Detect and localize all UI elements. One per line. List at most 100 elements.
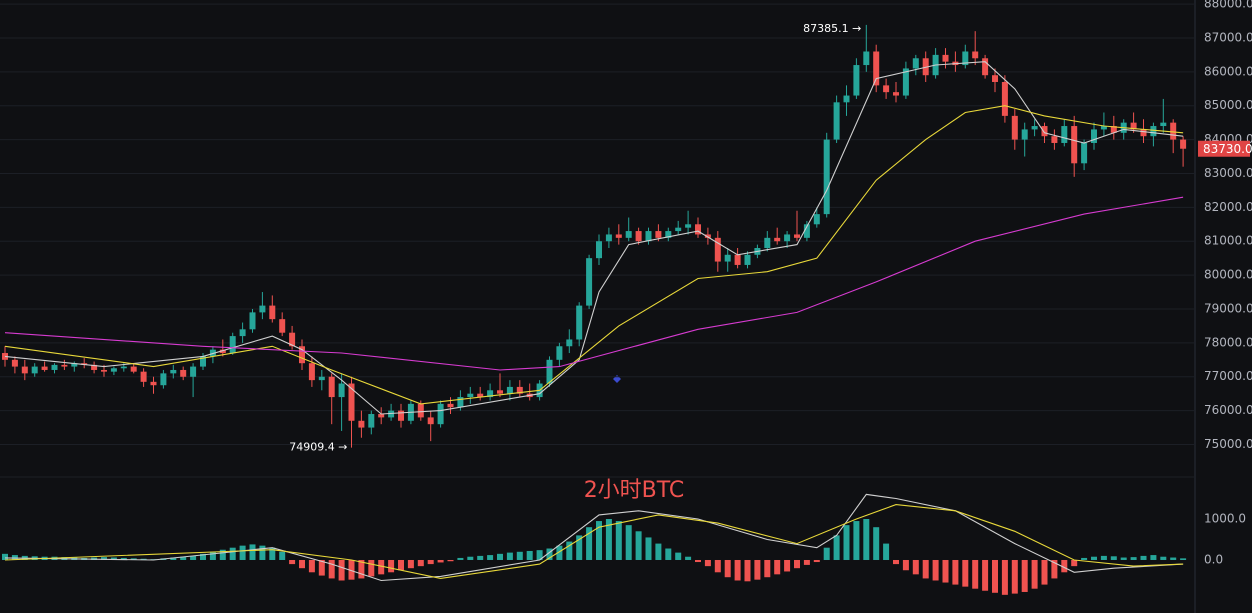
candle-body (21, 366, 28, 374)
candle-body (497, 390, 503, 394)
candle-body (467, 393, 474, 398)
candle-body (229, 336, 236, 354)
candle-body (259, 305, 266, 313)
y-tick-label: 86000.0 (1204, 64, 1252, 78)
indicator-line (4, 196, 1184, 371)
y-tick-label: 82000.0 (1204, 200, 1252, 214)
candle-body (190, 366, 197, 377)
candle-body (566, 339, 573, 347)
candle-body (388, 410, 395, 418)
candle-body (71, 363, 78, 367)
histogram-bar (982, 559, 989, 591)
candle-body (368, 414, 375, 428)
candle-body (378, 414, 385, 418)
y-tick-label: 87000.0 (1204, 30, 1252, 44)
candle-body (704, 234, 711, 238)
histogram-bar (229, 547, 236, 560)
histogram-bar (1001, 559, 1008, 595)
histogram-bar (615, 521, 622, 560)
histogram-bar (1091, 556, 1097, 560)
histogram-bar (2, 553, 8, 560)
candle-body (823, 139, 830, 215)
candle-body (308, 363, 315, 381)
histogram-bar (813, 559, 820, 563)
histogram-bar (477, 555, 484, 560)
histogram-bar (358, 559, 365, 579)
histogram-bar (596, 521, 602, 560)
indicator-line (4, 504, 1184, 579)
candle-body (51, 364, 58, 370)
candle-body (1140, 129, 1147, 137)
candle-body (596, 241, 602, 259)
histogram-bar (200, 553, 206, 560)
histogram-bar (1031, 559, 1038, 589)
candle-body (774, 237, 781, 242)
histogram-bar (734, 559, 741, 581)
candle-body (1170, 122, 1177, 140)
candle-body (605, 234, 612, 242)
candle-body (457, 397, 464, 408)
candle-body (1071, 126, 1078, 164)
candle-body (1160, 122, 1167, 127)
histogram-bar (902, 559, 909, 571)
candle-body (546, 359, 553, 384)
candle-body (1130, 122, 1137, 130)
histogram-bar (803, 559, 810, 565)
histogram-bar (120, 557, 127, 560)
histogram-bar (744, 559, 751, 582)
candle-body (714, 237, 721, 262)
y-tick-label: 81000.0 (1204, 234, 1252, 248)
histogram-bar (1130, 557, 1137, 560)
candle-body (269, 305, 276, 320)
candle-body (110, 368, 117, 372)
candle-body (1091, 129, 1097, 143)
histogram-bar (823, 547, 830, 560)
candle-body (1150, 126, 1157, 137)
histogram-bar (952, 559, 959, 585)
histogram-bar (912, 559, 919, 575)
candle-body (279, 319, 286, 333)
candle-body (972, 51, 979, 59)
histogram-bar (1061, 559, 1068, 573)
low-annotation: 74909.4 → (289, 441, 347, 454)
candle-body (140, 371, 147, 382)
candle-body (685, 224, 692, 228)
candle-body (160, 373, 167, 386)
histogram-bar (635, 531, 642, 560)
histogram-bar (1051, 559, 1058, 579)
candle-body (487, 390, 494, 398)
histogram-bar (932, 559, 939, 581)
y-tick-label: 79000.0 (1204, 301, 1252, 315)
candle-body (576, 305, 583, 340)
histogram-bar (1081, 557, 1088, 560)
indicator-line (4, 493, 1184, 582)
last-price-label: 83730.0 (1203, 142, 1252, 156)
histogram-bar (566, 541, 573, 560)
candle-body (863, 51, 870, 66)
y-tick-label: 76000.0 (1204, 403, 1252, 417)
histogram-bar (605, 518, 612, 560)
candle-body (992, 75, 998, 82)
histogram-bar (784, 559, 791, 572)
candle-body (239, 329, 246, 337)
candle-body (427, 417, 434, 425)
candle-body (101, 369, 107, 372)
candle-body (586, 258, 593, 306)
histogram-bar (1180, 558, 1187, 560)
histogram-bar (338, 559, 345, 581)
histogram-bar (516, 551, 523, 560)
candle-body (813, 214, 820, 225)
candle-body (417, 403, 424, 418)
y-tick-label: 75000.0 (1204, 437, 1252, 451)
candle-body (1081, 142, 1088, 164)
candle-body (1021, 129, 1028, 140)
histogram-bar (299, 559, 305, 569)
candle-body (1051, 136, 1058, 143)
candle-body (883, 85, 890, 93)
candle-body (91, 364, 98, 370)
histogram-bar (427, 559, 434, 565)
candle-body (1100, 126, 1107, 130)
histogram-bar (1150, 555, 1157, 560)
histogram-bar (754, 559, 761, 580)
